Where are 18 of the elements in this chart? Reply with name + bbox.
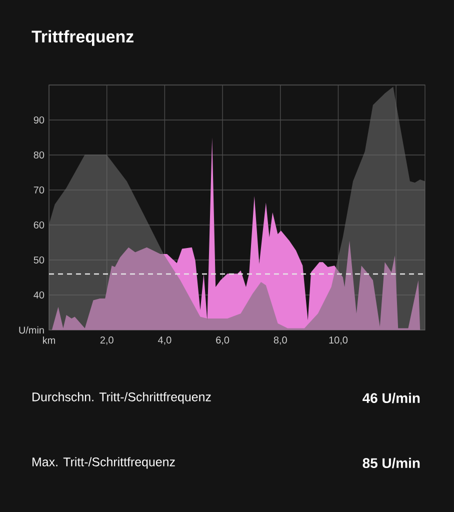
y-tick-label: 50 xyxy=(34,256,44,264)
y-tick-label: U/min xyxy=(19,326,44,334)
y-tick-label: 70 xyxy=(34,186,44,194)
text: Max. Tritt-/Schrittfrequenz xyxy=(32,457,175,469)
x-tick-label: 8,0 xyxy=(274,336,287,345)
x-tick-label: 4,0 xyxy=(158,336,172,345)
x-tick-label: km xyxy=(43,336,55,344)
x-tick-label: 10,0 xyxy=(329,336,348,345)
chart-title: Trittfrequenz xyxy=(32,30,134,46)
y-tick-label: 40 xyxy=(34,291,44,299)
x-tick-label: 6,0 xyxy=(216,336,230,345)
y-tick-label: 60 xyxy=(34,221,44,229)
text: Durchschn. Tritt-/Schrittfrequenz xyxy=(32,392,211,404)
x-tick-label: 2,0 xyxy=(100,336,114,345)
text: 85 U/min xyxy=(362,458,420,468)
text: 46 U/min xyxy=(362,392,420,404)
y-tick-label: 80 xyxy=(34,151,44,159)
y-tick-label: 90 xyxy=(34,116,44,124)
